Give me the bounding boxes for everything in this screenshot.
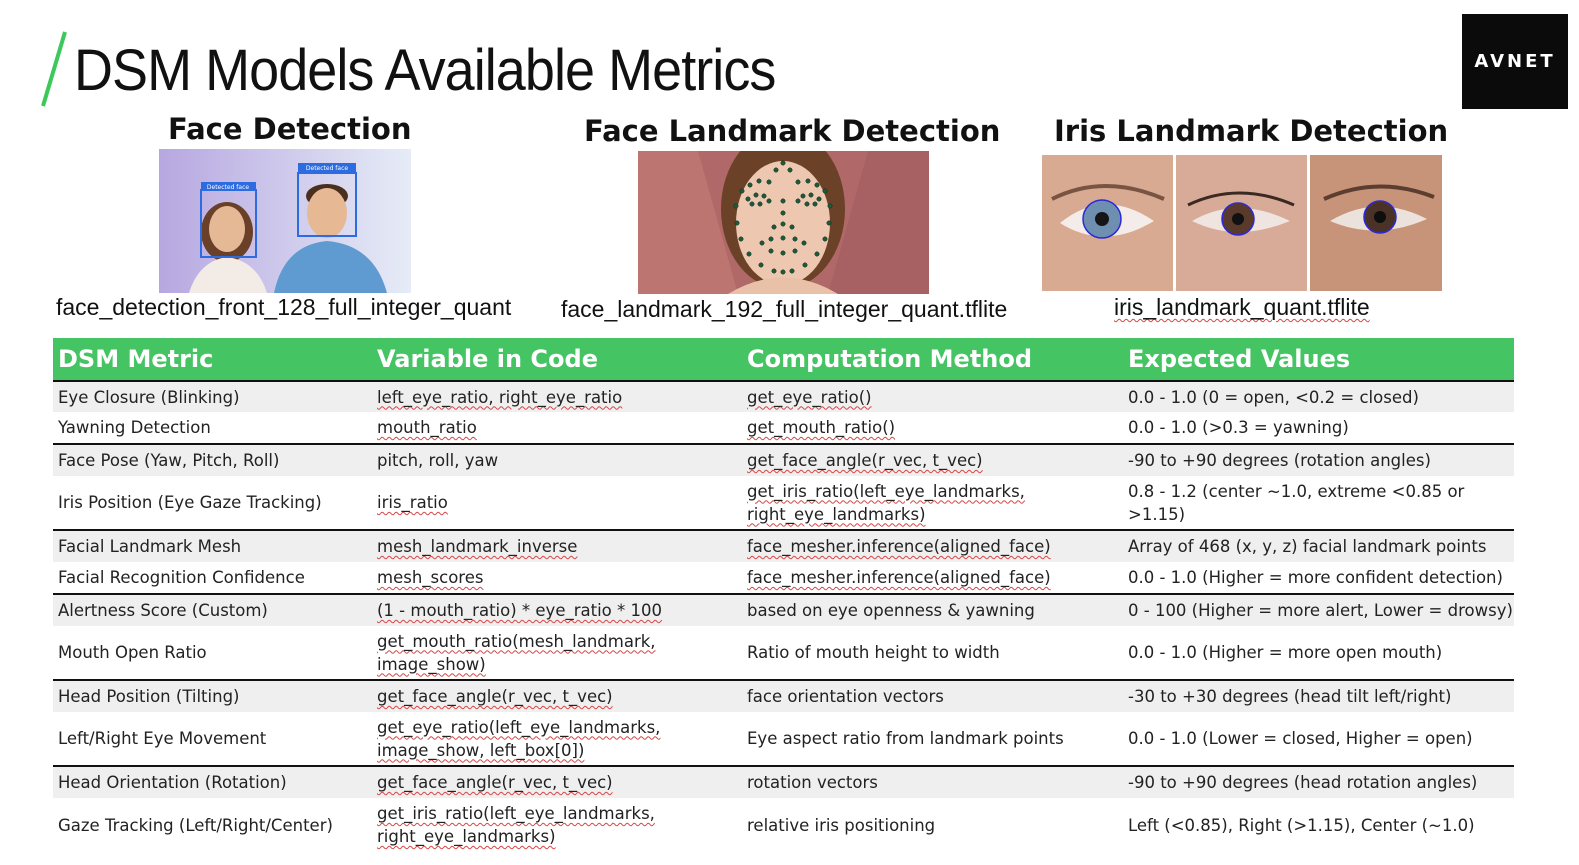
cell-variable: get_eye_ratio(left_eye_landmarks, image_… (377, 717, 661, 760)
header-computation-method: Computation Method (742, 338, 1123, 382)
model-file-face-landmark: face_landmark_192_full_integer_quant.tfl… (561, 296, 1008, 322)
cell-variable: get_iris_ratio(left_eye_landmarks, right… (377, 804, 655, 846)
model-file-iris-landmark: iris_landmark_quant.tflite (1114, 294, 1370, 320)
cell-metric: Left/Right Eye Movement (53, 712, 372, 766)
cell-expected: 0.0 - 1.0 (Higher = more open mouth) (1123, 626, 1514, 680)
cell-expected: 0.0 - 1.0 (Higher = more confident detec… (1123, 562, 1514, 594)
cell-variable: get_face_angle(r_vec, t_vec) (377, 687, 613, 706)
cell-variable: (1 - mouth_ratio) * eye_ratio * 100 (377, 601, 662, 620)
cell-method: get_iris_ratio(left_eye_landmarks, right… (747, 481, 1025, 524)
cell-variable: left_eye_ratio, right_eye_ratio (377, 387, 623, 407)
cell-method: Eye aspect ratio from landmark points (742, 712, 1123, 766)
table-row: Yawning Detection mouth_ratio get_mouth_… (53, 412, 1514, 444)
cell-method: Ratio of mouth height to width (742, 626, 1123, 680)
cell-method: face orientation vectors (742, 679, 1123, 712)
face-landmark-image (638, 151, 929, 294)
cell-variable: mesh_landmark_inverse (377, 537, 578, 556)
table-row: Iris Position (Eye Gaze Tracking) iris_r… (53, 476, 1514, 530)
cell-method: get_face_angle(r_vec, t_vec) (747, 451, 983, 470)
avnet-logo: AVNET (1462, 14, 1568, 109)
table-row: Left/Right Eye Movement get_eye_ratio(le… (53, 712, 1514, 766)
header-variable-in-code: Variable in Code (372, 338, 742, 382)
cell-metric: Head Orientation (Rotation) (53, 765, 372, 798)
model-heading-face-detection: Face Detection (168, 112, 412, 146)
cell-variable: iris_ratio (377, 493, 448, 512)
cell-expected: Left (<0.85), Right (>1.15), Center (~1.… (1123, 798, 1514, 852)
table-row: Head Position (Tilting) get_face_angle(r… (53, 679, 1514, 712)
table-row: Eye Closure (Blinking) left_eye_ratio, r… (53, 381, 1514, 412)
model-file-face-detection: face_detection_front_128_full_integer_qu… (56, 294, 512, 320)
cell-variable: get_mouth_ratio(mesh_landmark, image_sho… (377, 631, 656, 674)
cell-expected: 0.0 - 1.0 (>0.3 = yawning) (1123, 412, 1514, 444)
cell-expected: 0.0 - 1.0 (Lower = closed, Higher = open… (1123, 712, 1514, 766)
cell-method: face_mesher.inference(aligned_face) (747, 537, 1051, 556)
iris-landmark-image (1042, 155, 1442, 291)
cell-expected: -90 to +90 degrees (head rotation angles… (1123, 765, 1514, 798)
cell-metric: Face Pose (Yaw, Pitch, Roll) (53, 443, 372, 476)
face-detection-image: Detected face Detected face (159, 149, 411, 293)
table-row: Gaze Tracking (Left/Right/Center) get_ir… (53, 798, 1514, 852)
cell-variable: get_face_angle(r_vec, t_vec) (377, 773, 613, 792)
slide-title: DSM Models Available Metrics (74, 38, 776, 103)
table-row: Facial Landmark Mesh mesh_landmark_inver… (53, 529, 1514, 562)
cell-method: based on eye openness & yawning (742, 593, 1123, 626)
cell-expected: -90 to +90 degrees (rotation angles) (1123, 443, 1514, 476)
table-row: Mouth Open Ratio get_mouth_ratio(mesh_la… (53, 626, 1514, 680)
cell-expected: 0.0 - 1.0 (0 = open, <0.2 = closed) (1123, 381, 1514, 412)
detected-face-label-1: Detected face (207, 184, 250, 191)
cell-method: rotation vectors (742, 765, 1123, 798)
header-dsm-metric: DSM Metric (53, 338, 372, 382)
cell-method: relative iris positioning (742, 798, 1123, 852)
cell-variable: mesh_scores (377, 568, 484, 587)
cell-method: get_mouth_ratio() (747, 418, 896, 437)
cell-metric: Mouth Open Ratio (53, 626, 372, 680)
cell-metric: Alertness Score (Custom) (53, 593, 372, 626)
model-heading-iris-landmark: Iris Landmark Detection (1054, 114, 1449, 148)
table-row: Face Pose (Yaw, Pitch, Roll) pitch, roll… (53, 443, 1514, 476)
cell-metric: Facial Recognition Confidence (53, 562, 372, 594)
header-expected-values: Expected Values (1123, 338, 1514, 382)
cell-variable: pitch, roll, yaw (372, 443, 742, 476)
table-row: Head Orientation (Rotation) get_face_ang… (53, 765, 1514, 798)
cell-expected: 0 - 100 (Higher = more alert, Lower = dr… (1123, 593, 1514, 626)
cell-expected: 0.8 - 1.2 (center ~1.0, extreme <0.85 or… (1123, 476, 1514, 530)
cell-method: get_eye_ratio() (747, 387, 872, 407)
cell-expected: Array of 468 (x, y, z) facial landmark p… (1123, 529, 1514, 562)
model-heading-face-landmark: Face Landmark Detection (584, 114, 1001, 148)
cell-metric: Yawning Detection (53, 412, 372, 444)
table-row: Facial Recognition Confidence mesh_score… (53, 562, 1514, 594)
cell-metric: Facial Landmark Mesh (53, 529, 372, 562)
table-row: Alertness Score (Custom) (1 - mouth_rati… (53, 593, 1514, 626)
cell-metric: Gaze Tracking (Left/Right/Center) (53, 798, 372, 852)
cell-metric: Head Position (Tilting) (53, 679, 372, 712)
metrics-table: DSM Metric Variable in Code Computation … (53, 338, 1514, 852)
cell-metric: Eye Closure (Blinking) (53, 381, 372, 412)
title-accent-slash (41, 31, 67, 107)
cell-method: face_mesher.inference(aligned_face) (747, 568, 1051, 587)
cell-metric: Iris Position (Eye Gaze Tracking) (53, 476, 372, 530)
cell-variable: mouth_ratio (377, 418, 477, 437)
table-header-row: DSM Metric Variable in Code Computation … (53, 338, 1514, 382)
cell-expected: -30 to +30 degrees (head tilt left/right… (1123, 679, 1514, 712)
detected-face-label-2: Detected face (306, 165, 349, 172)
logo-text: AVNET (1474, 51, 1556, 72)
